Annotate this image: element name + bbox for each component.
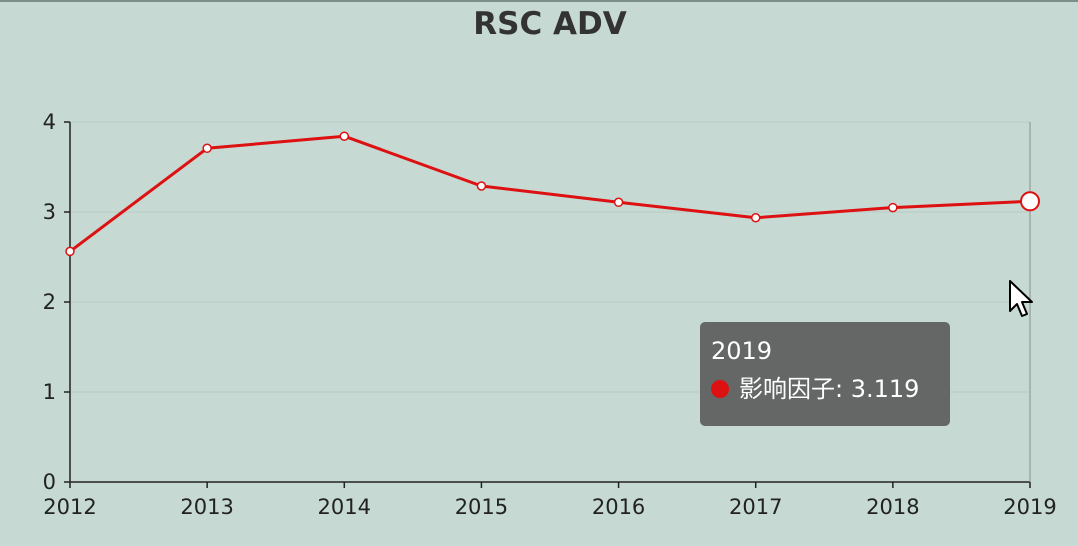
x-tick-label: 2018 xyxy=(866,495,919,519)
x-tick-label: 2016 xyxy=(592,495,645,519)
data-point[interactable] xyxy=(613,197,624,208)
data-point[interactable] xyxy=(888,202,898,213)
tooltip-separator: : xyxy=(835,375,851,403)
series-impact-factor[interactable] xyxy=(65,131,1040,257)
y-axis: 0 1 2 3 4 xyxy=(43,110,1030,494)
x-tick-label: 2013 xyxy=(180,495,233,519)
tooltip-series-name: 影响因子 xyxy=(739,375,835,403)
tooltip-title: 2019 xyxy=(711,337,773,365)
tooltip-row: 影响因子 : 3.119 xyxy=(711,374,940,404)
data-point-highlighted[interactable] xyxy=(1020,191,1040,212)
x-tick-label: 2012 xyxy=(43,495,96,519)
y-tick-label: 0 xyxy=(43,470,56,494)
x-tick-label: 2017 xyxy=(729,495,782,519)
x-tick-label: 2019 xyxy=(1003,495,1056,519)
y-tick-label: 4 xyxy=(43,110,56,134)
chart-title: RSC ADV xyxy=(473,6,627,42)
data-point[interactable] xyxy=(65,246,75,257)
tooltip-value: 3.119 xyxy=(850,375,920,403)
series-line xyxy=(69,134,1031,253)
x-tick-label: 2014 xyxy=(318,495,371,519)
y-tick-label: 3 xyxy=(43,200,56,224)
red-dot-icon xyxy=(711,380,729,398)
x-axis: 2012 2013 2014 2015 2016 2017 2018 2019 xyxy=(43,481,1057,519)
arrow-cursor-icon xyxy=(1009,280,1033,317)
y-tick-label: 2 xyxy=(43,290,56,314)
y-tick-label: 1 xyxy=(43,380,56,404)
top-border xyxy=(0,0,1078,2)
data-point[interactable] xyxy=(476,181,487,191)
data-point[interactable] xyxy=(750,213,761,223)
data-point[interactable] xyxy=(202,143,212,154)
data-point[interactable] xyxy=(339,131,350,141)
tooltip: 2019 影响因子 : 3.119 xyxy=(700,322,950,426)
x-tick-label: 2015 xyxy=(455,495,508,519)
